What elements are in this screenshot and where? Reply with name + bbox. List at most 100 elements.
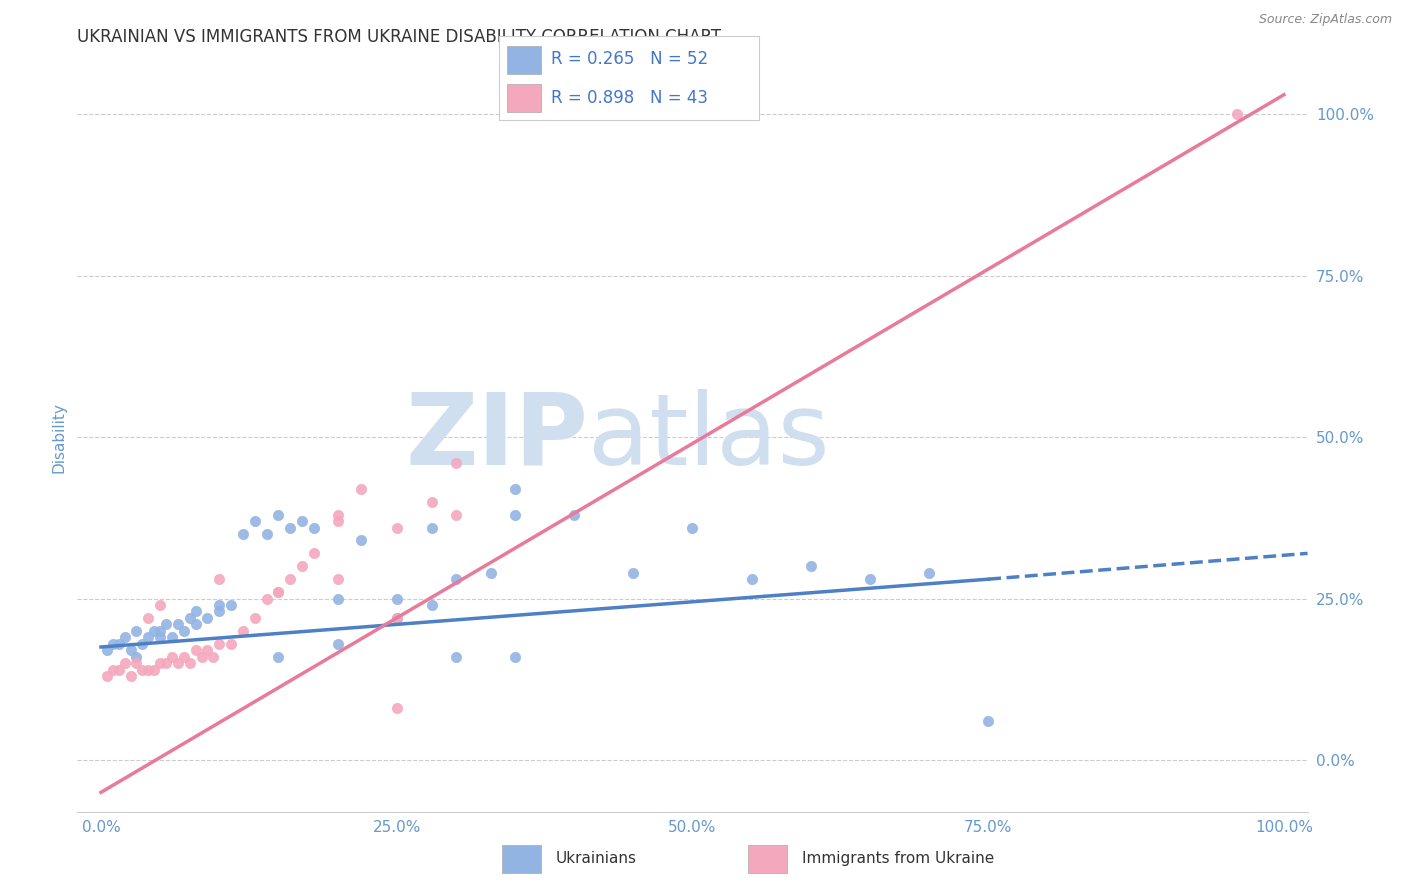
- Point: [136, 630, 159, 644]
- Point: [256, 527, 278, 541]
- Point: [107, 663, 129, 677]
- Text: Ukrainians: Ukrainians: [557, 851, 637, 866]
- Text: atlas: atlas: [588, 389, 830, 485]
- Point: [278, 572, 301, 586]
- Point: [149, 630, 172, 644]
- Point: [120, 643, 142, 657]
- Point: [167, 656, 190, 670]
- Point: [420, 520, 443, 534]
- Point: [479, 566, 502, 580]
- Text: Immigrants from Ukraine: Immigrants from Ukraine: [801, 851, 994, 866]
- Point: [197, 643, 219, 657]
- Point: [114, 630, 136, 644]
- Point: [173, 624, 195, 638]
- Text: ZIP: ZIP: [405, 389, 588, 485]
- Point: [190, 649, 212, 664]
- Point: [444, 572, 467, 586]
- Point: [741, 572, 763, 586]
- Point: [243, 514, 266, 528]
- Text: UKRAINIAN VS IMMIGRANTS FROM UKRAINE DISABILITY CORRELATION CHART: UKRAINIAN VS IMMIGRANTS FROM UKRAINE DIS…: [77, 28, 721, 45]
- Point: [160, 649, 183, 664]
- Point: [219, 598, 242, 612]
- Point: [385, 701, 408, 715]
- Point: [326, 508, 349, 522]
- Point: [385, 611, 408, 625]
- Point: [125, 649, 148, 664]
- Point: [173, 649, 195, 664]
- Point: [503, 508, 526, 522]
- Point: [859, 572, 882, 586]
- Point: [155, 617, 177, 632]
- Point: [96, 669, 118, 683]
- Point: [385, 591, 408, 606]
- Point: [125, 656, 148, 670]
- Point: [267, 508, 290, 522]
- Point: [256, 591, 278, 606]
- Text: R = 0.898   N = 43: R = 0.898 N = 43: [551, 88, 709, 106]
- Point: [350, 482, 373, 496]
- Point: [149, 624, 172, 638]
- Point: [302, 520, 325, 534]
- Bar: [508, 84, 541, 112]
- Point: [101, 637, 124, 651]
- Text: Source: ZipAtlas.com: Source: ZipAtlas.com: [1258, 13, 1392, 27]
- Point: [503, 649, 526, 664]
- Y-axis label: Disability: Disability: [51, 401, 66, 473]
- Point: [179, 611, 201, 625]
- Point: [291, 559, 314, 574]
- Point: [444, 456, 467, 470]
- Point: [267, 649, 290, 664]
- Point: [101, 663, 124, 677]
- Point: [143, 663, 166, 677]
- Point: [160, 630, 183, 644]
- Point: [918, 566, 941, 580]
- Point: [120, 669, 142, 683]
- Point: [420, 598, 443, 612]
- Point: [302, 546, 325, 560]
- Point: [219, 637, 242, 651]
- Point: [621, 566, 644, 580]
- Point: [1226, 107, 1249, 121]
- Point: [232, 527, 254, 541]
- Point: [96, 643, 118, 657]
- Point: [125, 624, 148, 638]
- Point: [326, 637, 349, 651]
- Point: [149, 598, 172, 612]
- Point: [977, 714, 1000, 729]
- Point: [326, 572, 349, 586]
- Point: [420, 494, 443, 508]
- Point: [208, 572, 231, 586]
- Bar: [502, 845, 541, 872]
- Point: [143, 624, 166, 638]
- Point: [444, 649, 467, 664]
- Point: [155, 656, 177, 670]
- Point: [208, 598, 231, 612]
- Point: [385, 520, 408, 534]
- Point: [800, 559, 823, 574]
- Point: [149, 656, 172, 670]
- Point: [184, 605, 207, 619]
- Point: [278, 520, 301, 534]
- Point: [291, 514, 314, 528]
- Point: [114, 656, 136, 670]
- Point: [202, 649, 225, 664]
- Point: [682, 520, 704, 534]
- Point: [197, 611, 219, 625]
- Point: [232, 624, 254, 638]
- Point: [208, 605, 231, 619]
- Point: [562, 508, 585, 522]
- Point: [184, 643, 207, 657]
- Point: [179, 656, 201, 670]
- Point: [385, 611, 408, 625]
- Point: [136, 663, 159, 677]
- Point: [184, 617, 207, 632]
- Point: [136, 611, 159, 625]
- Point: [503, 482, 526, 496]
- Text: R = 0.265   N = 52: R = 0.265 N = 52: [551, 51, 709, 69]
- Bar: [508, 45, 541, 74]
- Point: [131, 663, 153, 677]
- Point: [131, 637, 153, 651]
- Point: [107, 637, 129, 651]
- Point: [208, 637, 231, 651]
- Point: [326, 591, 349, 606]
